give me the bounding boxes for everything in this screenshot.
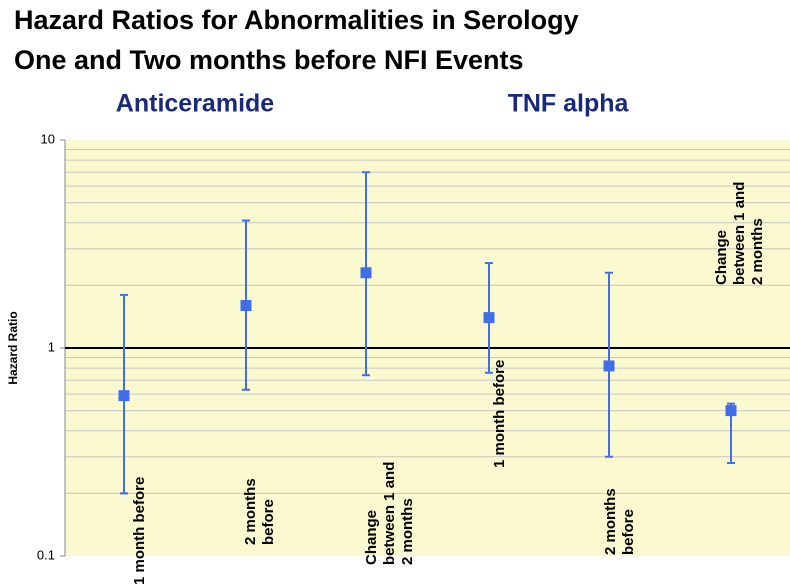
y-tick-label: 0.1 <box>37 547 55 562</box>
chart-subtitle: One and Two months before NFI Events <box>14 45 524 75</box>
point <box>483 312 495 324</box>
y-tick-label: 10 <box>41 131 55 146</box>
point <box>603 360 615 372</box>
group-label: Anticeramide <box>116 90 274 118</box>
category-label: 2 months before <box>602 488 637 555</box>
category-label: 1 month before <box>131 476 148 585</box>
category-label: 2 months before <box>242 478 277 545</box>
category-label: 1 month before <box>491 359 508 468</box>
point <box>118 390 130 402</box>
point <box>725 405 737 417</box>
category-label: Change between 1 and 2 months <box>713 181 766 285</box>
chart-title: Hazard Ratios for Abnormalities in Serol… <box>14 5 579 35</box>
y-tick-label: 1 <box>48 339 55 354</box>
point <box>360 267 372 279</box>
point <box>240 300 252 312</box>
group-label: TNF alpha <box>508 90 630 118</box>
y-axis-label: Hazard Ratio <box>6 311 20 384</box>
category-label: Change between 1 and 2 months <box>363 461 416 565</box>
